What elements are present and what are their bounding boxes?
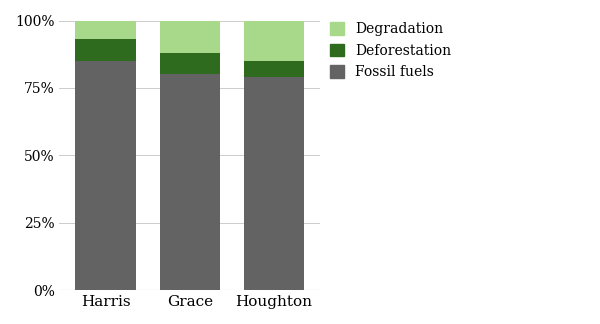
Bar	[160, 53, 220, 75]
Bar	[160, 75, 220, 290]
Bar	[76, 61, 136, 290]
Bar	[244, 61, 304, 77]
Bar	[76, 40, 136, 61]
Bar	[76, 20, 136, 40]
Legend: Degradation, Deforestation, Fossil fuels: Degradation, Deforestation, Fossil fuels	[330, 22, 451, 79]
Bar	[160, 20, 220, 53]
Bar	[244, 20, 304, 61]
Bar	[244, 77, 304, 290]
